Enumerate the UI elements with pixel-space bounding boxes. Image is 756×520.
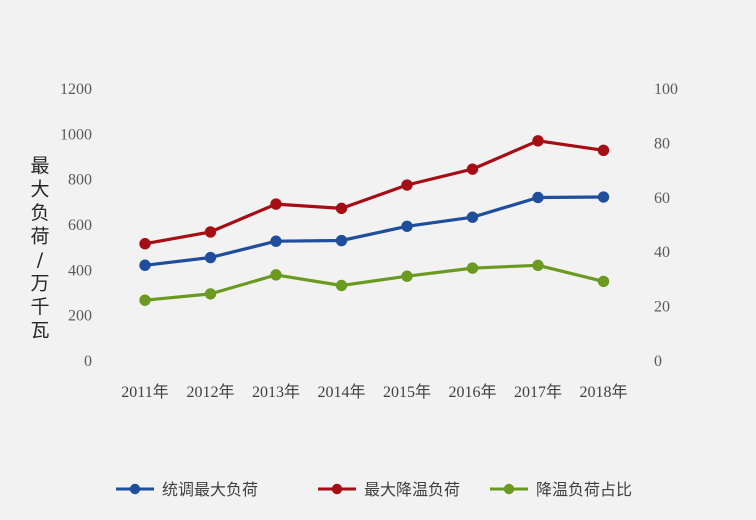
y-axis-label-char: 万 bbox=[30, 273, 49, 295]
data-point bbox=[401, 220, 413, 232]
right-axis-tick-label: 20 bbox=[654, 299, 670, 316]
data-point bbox=[597, 144, 610, 157]
right-axis-tick-label: 80 bbox=[654, 135, 670, 152]
data-point bbox=[597, 191, 610, 203]
series-line bbox=[143, 139, 606, 246]
data-point bbox=[597, 275, 610, 288]
left-axis-tick-label: 1200 bbox=[60, 81, 92, 98]
left-axis-tick-label: 800 bbox=[68, 172, 92, 189]
data-point bbox=[204, 226, 217, 238]
data-point bbox=[401, 179, 413, 191]
legend-marker bbox=[331, 483, 343, 495]
right-axis-tick-label: 100 bbox=[654, 81, 678, 98]
legend-marker bbox=[503, 483, 515, 495]
x-axis-tick-label: 2015年 bbox=[383, 383, 431, 401]
x-axis-tick-label: 2018年 bbox=[579, 383, 627, 401]
legend-entry-label: 最大降温负荷 bbox=[364, 480, 460, 499]
legend-entry-label: 统调最大负荷 bbox=[162, 480, 258, 499]
data-point bbox=[204, 251, 217, 264]
x-axis-tick-label: 2011年 bbox=[121, 383, 168, 401]
data-point bbox=[270, 198, 282, 210]
data-point bbox=[335, 234, 348, 247]
right-axis-tick-label: 60 bbox=[654, 190, 670, 207]
series-line bbox=[143, 195, 606, 267]
x-axis-tick-label: 2012年 bbox=[186, 383, 234, 401]
right-axis-tick-label: 0 bbox=[654, 353, 662, 370]
y-axis-label-char: 瓦 bbox=[30, 320, 49, 342]
left-axis-tick-label: 1000 bbox=[60, 126, 92, 143]
x-axis-tick-label: 2013年 bbox=[252, 383, 300, 401]
left-axis-tick-label: 200 bbox=[68, 308, 92, 325]
y-axis-label-char: 荷 bbox=[30, 226, 49, 248]
y-axis-label-char: 千 bbox=[30, 296, 49, 318]
y-axis-label-char: 大 bbox=[30, 179, 49, 201]
data-point bbox=[532, 259, 544, 272]
x-axis-tick-label: 2017年 bbox=[514, 383, 562, 401]
legend-entry-label: 降温负荷占比 bbox=[536, 480, 632, 499]
data-point bbox=[335, 202, 348, 215]
y-axis-label-char: 负 bbox=[30, 202, 49, 224]
data-point bbox=[401, 270, 413, 282]
x-axis-tick-label: 2014年 bbox=[317, 383, 365, 401]
data-point bbox=[270, 269, 282, 281]
data-point bbox=[270, 235, 282, 247]
series-line bbox=[143, 263, 606, 302]
data-point bbox=[532, 191, 544, 204]
data-point bbox=[139, 238, 151, 250]
data-point bbox=[335, 279, 348, 292]
data-point bbox=[139, 294, 151, 306]
data-point bbox=[466, 211, 479, 223]
right-axis-tick-label: 40 bbox=[654, 244, 670, 261]
x-axis-tick-label: 2016年 bbox=[448, 383, 496, 401]
left-axis-tick-label: 600 bbox=[68, 217, 92, 234]
y-axis-label-char: 最 bbox=[30, 155, 49, 177]
legend-marker bbox=[129, 483, 141, 495]
data-point bbox=[466, 163, 479, 175]
left-axis-tick-label: 400 bbox=[68, 262, 92, 279]
left-axis-tick-label: 0 bbox=[84, 353, 92, 370]
y-axis-label-char: / bbox=[37, 249, 44, 271]
data-point bbox=[466, 262, 479, 274]
data-point bbox=[204, 288, 217, 300]
data-point bbox=[532, 135, 544, 147]
data-point bbox=[139, 259, 151, 271]
